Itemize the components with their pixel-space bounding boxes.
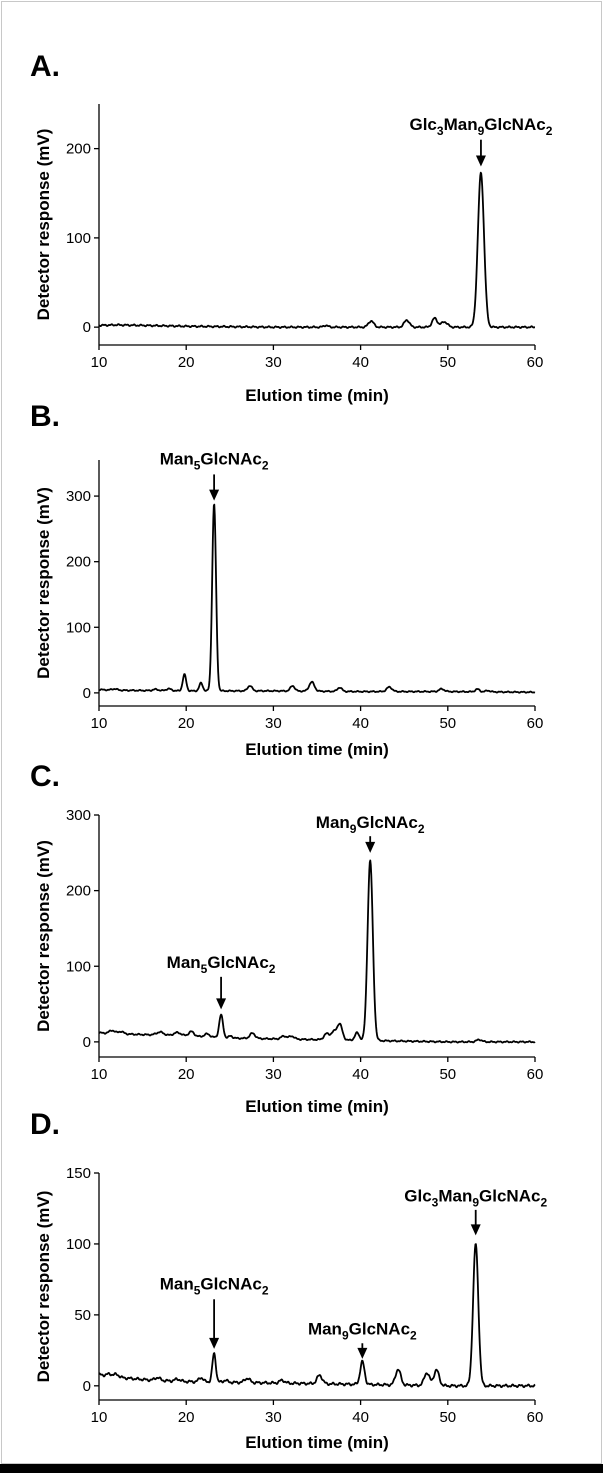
x-tick-label: 30 <box>265 715 282 732</box>
y-tick-label: 100 <box>66 1236 91 1253</box>
chart-panel-c: C. 0 100 200 300 10 20 30 40 50 60 Elution time (mi… <box>30 760 543 1116</box>
y-axis-title: Detector response (mV) <box>34 1191 53 1383</box>
y-tick-label: 200 <box>66 554 91 571</box>
peak-arrowhead <box>470 1224 481 1236</box>
peak-arrowhead <box>475 155 486 167</box>
x-tick-label: 20 <box>178 354 195 371</box>
x-tick-label: 10 <box>91 1066 108 1083</box>
y-tick-label: 0 <box>83 685 91 702</box>
panel-letter: D. <box>30 1108 60 1141</box>
y-tick-label: 200 <box>66 883 91 900</box>
x-tick-label: 40 <box>352 715 369 732</box>
x-tick-label: 20 <box>178 1066 195 1083</box>
y-tick-label: 100 <box>66 958 91 975</box>
x-tick-label: 40 <box>352 1409 369 1426</box>
y-axis-title: Detector response (mV) <box>34 840 53 1032</box>
y-tick-label: 100 <box>66 230 91 247</box>
x-tick-label: 40 <box>352 1066 369 1083</box>
y-tick-label: 0 <box>83 1378 91 1395</box>
x-tick-label: 50 <box>439 1409 456 1426</box>
y-tick-label: 100 <box>66 619 91 636</box>
chromatogram-trace <box>98 503 536 694</box>
x-tick-label: 30 <box>265 354 282 371</box>
x-tick-label: 10 <box>91 354 108 371</box>
panel-letter: B. <box>30 400 60 433</box>
x-tick-label: 60 <box>527 1409 544 1426</box>
panel-letter: A. <box>30 50 60 83</box>
x-axis-title: Elution time (min) <box>245 740 389 759</box>
panel-letter: C. <box>30 760 60 793</box>
peak-arrowhead <box>357 1347 368 1359</box>
chart-panel-b: B. 0 100 200 300 10 20 30 40 50 60 Elution time (mi… <box>30 400 543 759</box>
x-tick-label: 30 <box>265 1066 282 1083</box>
y-tick-label: 300 <box>66 807 91 824</box>
x-tick-label: 60 <box>527 354 544 371</box>
peak-arrowhead <box>216 998 227 1010</box>
y-tick-label: 0 <box>83 1034 91 1051</box>
x-tick-label: 40 <box>352 354 369 371</box>
peak-annotation-label: Man9GlcNAc2 <box>308 1320 417 1343</box>
x-tick-label: 60 <box>527 1066 544 1083</box>
x-tick-label: 10 <box>91 715 108 732</box>
chart-panel-a: A. 0 100 200 10 20 30 40 50 60 Elution time (min) D… <box>30 50 553 405</box>
x-tick-label: 30 <box>265 1409 282 1426</box>
chromatogram-trace <box>98 859 536 1044</box>
x-tick-label: 60 <box>527 715 544 732</box>
x-axis-title: Elution time (min) <box>245 1097 389 1116</box>
x-axis-title: Elution time (min) <box>245 1433 389 1452</box>
x-tick-label: 50 <box>439 354 456 371</box>
x-tick-label: 10 <box>91 1409 108 1426</box>
chart-panel-d: D. 0 50 100 150 10 20 30 40 50 60 Elution time (min… <box>30 1108 547 1452</box>
y-tick-label: 0 <box>83 319 91 336</box>
y-tick-label: 200 <box>66 141 91 158</box>
peak-annotation-label: Man5GlcNAc2 <box>160 450 269 473</box>
peak-annotation-label: Glc3Man9GlcNAc2 <box>409 115 552 138</box>
x-axis-title: Elution time (min) <box>245 386 389 405</box>
x-tick-label: 20 <box>178 1409 195 1426</box>
chromatogram-trace <box>98 1243 536 1389</box>
y-tick-label: 300 <box>66 488 91 505</box>
x-tick-label: 20 <box>178 715 195 732</box>
x-tick-label: 50 <box>439 1066 456 1083</box>
chromatogram-trace <box>98 171 536 329</box>
peak-annotation-label: Man5GlcNAc2 <box>160 1274 269 1297</box>
peak-annotation-label: Man9GlcNAc2 <box>316 813 425 836</box>
peak-annotation-label: Man5GlcNAc2 <box>167 953 276 976</box>
y-tick-label: 50 <box>74 1307 91 1324</box>
y-axis-title: Detector response (mV) <box>34 487 53 679</box>
y-tick-label: 150 <box>66 1165 91 1182</box>
peak-arrowhead <box>209 489 220 501</box>
peak-arrowhead <box>209 1337 220 1349</box>
y-axis-title: Detector response (mV) <box>34 129 53 321</box>
peak-arrowhead <box>365 841 376 853</box>
peak-annotation-label: Glc3Man9GlcNAc2 <box>404 1186 547 1209</box>
x-tick-label: 50 <box>439 715 456 732</box>
figure-bottom-bar <box>0 1464 603 1473</box>
